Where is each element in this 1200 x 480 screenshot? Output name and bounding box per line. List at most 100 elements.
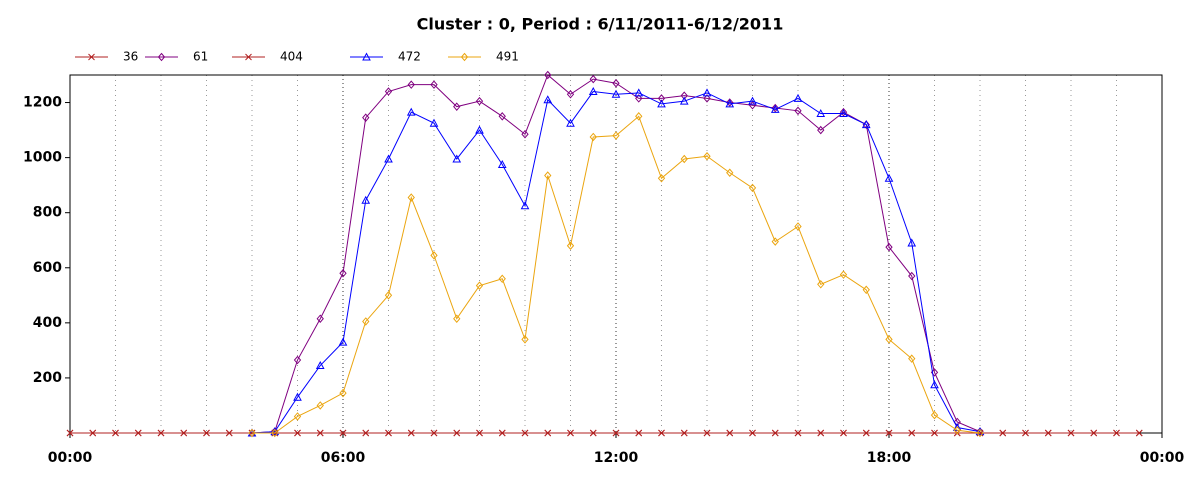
marker <box>453 429 461 437</box>
series-line <box>251 90 981 434</box>
marker <box>475 281 484 290</box>
marker <box>680 154 688 164</box>
x-tick-label: 00:00 <box>48 450 93 466</box>
marker <box>862 429 870 437</box>
marker <box>407 193 415 202</box>
marker <box>816 108 826 118</box>
marker <box>817 280 825 289</box>
chart-title: Cluster : 0, Period : 6/11/2011-6/12/201… <box>417 15 784 34</box>
marker <box>612 429 620 437</box>
legend-label: 61 <box>193 50 208 64</box>
marker <box>362 429 370 437</box>
y-tick-label: 800 <box>33 205 62 221</box>
marker <box>770 104 780 113</box>
marker <box>794 106 802 116</box>
marker <box>839 108 848 118</box>
marker <box>635 94 643 103</box>
legend-marker <box>362 52 371 61</box>
marker <box>1022 429 1029 437</box>
marker <box>657 94 666 103</box>
marker <box>634 88 644 97</box>
marker <box>657 99 666 108</box>
marker <box>589 74 597 84</box>
x-tick-label: 12:00 <box>594 450 639 466</box>
x-tick-label: 06:00 <box>321 450 366 466</box>
marker <box>544 429 552 437</box>
marker <box>498 112 506 121</box>
legend-label: 491 <box>496 50 519 64</box>
legend-marker <box>245 53 252 61</box>
marker <box>430 429 438 437</box>
marker <box>452 154 462 163</box>
marker <box>384 154 393 163</box>
marker <box>316 429 324 437</box>
marker <box>315 360 325 370</box>
marker <box>566 90 575 99</box>
marker <box>749 429 756 437</box>
marker <box>635 112 643 121</box>
marker <box>680 91 688 100</box>
marker <box>1090 429 1098 437</box>
marker <box>908 429 916 437</box>
marker <box>567 429 574 437</box>
marker <box>339 269 347 278</box>
marker <box>316 314 324 323</box>
marker <box>521 335 529 344</box>
marker <box>521 429 529 437</box>
marker <box>271 428 279 438</box>
marker <box>544 70 552 80</box>
marker <box>725 99 735 108</box>
y-tick-label: 400 <box>33 315 62 331</box>
marker <box>544 171 552 180</box>
marker <box>953 417 961 427</box>
marker <box>384 291 393 300</box>
marker <box>840 429 847 437</box>
x-tick-label: 18:00 <box>867 450 912 466</box>
marker <box>429 118 439 127</box>
marker <box>612 131 620 140</box>
y-tick-label: 1200 <box>23 95 62 111</box>
marker <box>817 429 825 437</box>
marker <box>726 429 734 437</box>
marker <box>861 120 871 129</box>
y-tick-label: 600 <box>33 260 62 276</box>
marker <box>476 429 483 437</box>
marker <box>521 129 529 139</box>
series-line <box>252 115 981 434</box>
marker <box>430 251 438 260</box>
marker <box>589 429 597 437</box>
legend-label: 36 <box>123 50 138 64</box>
marker <box>475 96 484 106</box>
marker <box>497 159 507 168</box>
marker <box>338 337 348 346</box>
marker <box>794 429 802 437</box>
marker <box>430 80 438 89</box>
marker <box>520 201 530 210</box>
marker <box>407 80 415 89</box>
marker <box>612 78 620 88</box>
marker <box>180 429 188 437</box>
marker <box>66 429 74 437</box>
legend-marker <box>460 52 469 62</box>
legend-marker <box>157 52 166 62</box>
marker <box>339 388 347 398</box>
marker <box>976 428 984 438</box>
marker <box>339 429 347 437</box>
marker <box>658 429 665 437</box>
marker <box>794 222 802 231</box>
marker <box>839 107 848 117</box>
marker <box>908 271 916 281</box>
marker <box>748 96 757 105</box>
marker <box>293 392 302 401</box>
marker <box>771 237 779 246</box>
marker <box>588 86 598 96</box>
legend-label: 404 <box>280 50 303 64</box>
marker <box>157 429 165 437</box>
marker <box>453 314 461 323</box>
y-tick-label: 200 <box>33 370 62 386</box>
x-tick-label: 00:00 <box>1140 450 1185 466</box>
marker <box>702 88 712 97</box>
marker <box>543 95 553 104</box>
marker <box>134 429 142 437</box>
